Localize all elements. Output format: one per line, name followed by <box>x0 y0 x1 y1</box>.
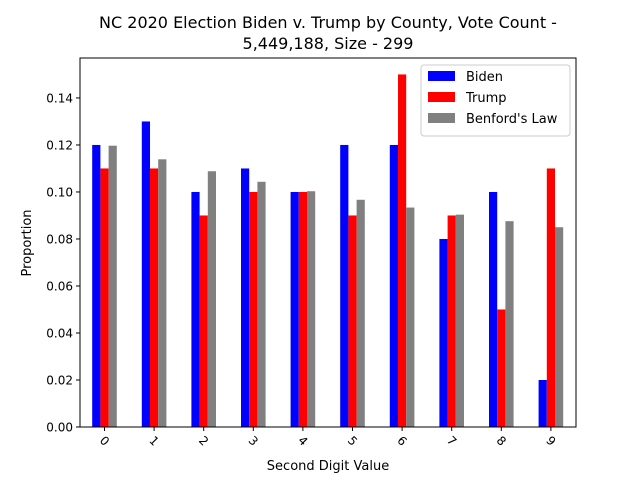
bar-biden-6 <box>389 144 398 427</box>
x-tick-label: 5 <box>345 433 360 448</box>
bar-biden-7 <box>439 238 448 427</box>
legend: Biden Trump Benford's Law <box>420 64 571 137</box>
chart-title-line-1: NC 2020 Election Biden v. Trump by Count… <box>99 13 557 32</box>
y-axis-ticks: 0.00 0.02 0.04 0.06 0.08 0.10 0.12 0.14 <box>46 91 80 435</box>
bar-trump-6 <box>398 74 407 427</box>
bar-biden-9 <box>538 379 547 427</box>
bar-benford-s-law-7 <box>455 214 464 427</box>
y-axis-label: Proportion <box>20 209 35 276</box>
bar-benford-s-law-2 <box>207 171 216 427</box>
legend-box <box>420 64 571 137</box>
bar-trump-4 <box>298 191 307 427</box>
bar-benford-s-law-0 <box>108 145 117 427</box>
y-tick-label: 0.14 <box>46 91 73 105</box>
x-tick-label: 8 <box>494 433 509 448</box>
x-tick-label: 6 <box>394 433 409 448</box>
bar-benford-s-law-9 <box>555 227 564 427</box>
x-tick-label: 2 <box>196 433 211 448</box>
y-tick-label: 0.08 <box>46 232 73 246</box>
bar-benford-s-law-1 <box>158 159 167 427</box>
bar-trump-8 <box>497 309 506 427</box>
x-tick-label: 3 <box>246 433 261 448</box>
bar-trump-9 <box>546 168 555 427</box>
legend-label: Biden <box>466 70 503 85</box>
legend-swatch <box>428 92 455 102</box>
x-tick-label: 0 <box>97 433 112 448</box>
bar-biden-0 <box>92 144 101 427</box>
bar-biden-2 <box>191 191 200 427</box>
y-tick-label: 0.12 <box>46 138 73 152</box>
bar-biden-1 <box>141 121 150 428</box>
legend-swatch <box>428 71 455 81</box>
x-tick-label: 7 <box>444 433 459 448</box>
legend-swatch <box>428 113 455 123</box>
bar-trump-3 <box>249 191 258 427</box>
y-tick-label: 0.00 <box>46 421 73 435</box>
x-tick-label: 1 <box>146 433 161 448</box>
bar-biden-4 <box>290 191 299 427</box>
legend-label: Trump <box>465 91 507 106</box>
bar-trump-1 <box>150 168 159 427</box>
bar-benford-s-law-4 <box>307 191 316 427</box>
y-tick-label: 0.02 <box>46 373 73 387</box>
bar-trump-7 <box>447 215 456 427</box>
bar-trump-2 <box>199 215 208 427</box>
x-tick-label: 4 <box>295 433 310 448</box>
y-tick-label: 0.04 <box>46 326 73 340</box>
bar-biden-8 <box>489 191 498 427</box>
bar-trump-5 <box>348 215 357 427</box>
bar-benford-s-law-8 <box>505 221 514 427</box>
x-tick-label: 9 <box>543 433 558 448</box>
chart-title-line-2: 5,449,188, Size - 299 <box>243 34 414 53</box>
x-axis-label: Second Digit Value <box>267 459 389 474</box>
y-tick-label: 0.10 <box>46 185 73 199</box>
bar-group <box>92 74 564 428</box>
y-tick-label: 0.06 <box>46 279 73 293</box>
x-axis-ticks: 0 1 2 3 4 5 6 7 8 9 <box>97 427 559 449</box>
bar-biden-3 <box>241 168 250 427</box>
legend-label: Benford's Law <box>466 112 558 127</box>
plot-area-frame <box>79 57 577 428</box>
bar-benford-s-law-5 <box>356 199 365 427</box>
bar-benford-s-law-3 <box>257 181 266 427</box>
bar-biden-5 <box>340 144 349 427</box>
bar-benford-s-law-6 <box>406 207 415 427</box>
bar-trump-0 <box>100 168 109 427</box>
